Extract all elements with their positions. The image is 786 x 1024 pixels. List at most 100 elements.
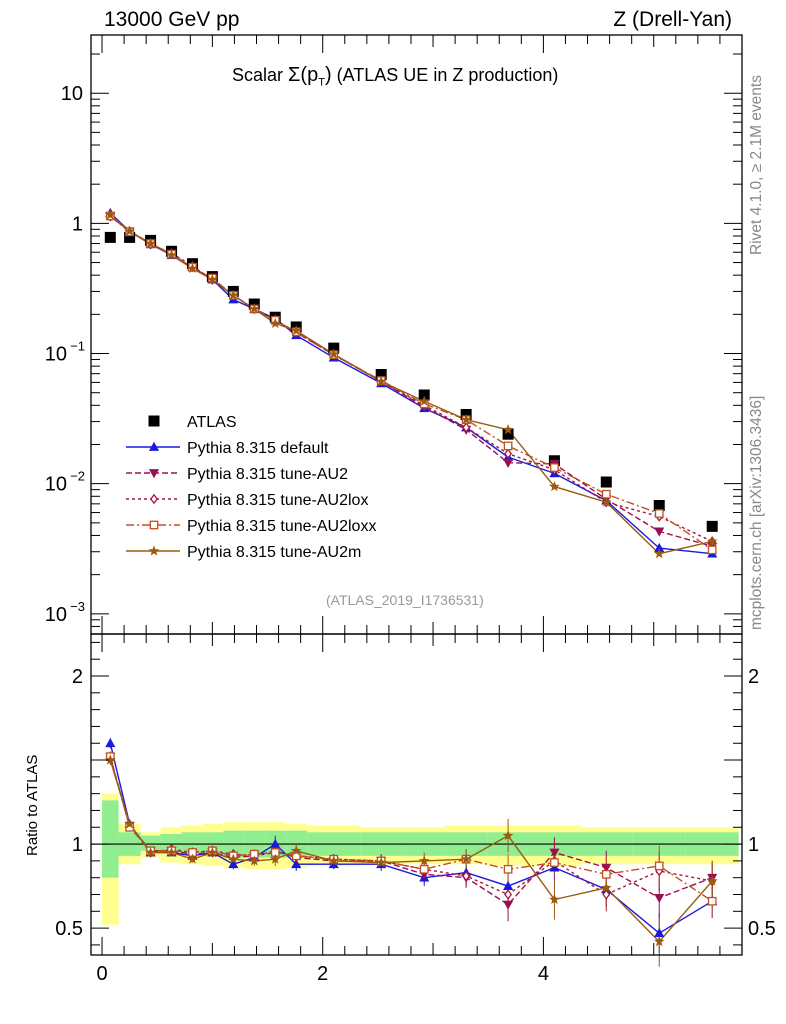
main-data-point xyxy=(269,317,281,329)
ratio-y-tick-label-right: 2 xyxy=(748,666,759,688)
rivet-version-label: Rivet 4.1.0, ≥ 2.1M events xyxy=(748,75,765,255)
main-data-point xyxy=(104,231,116,243)
main-data-point xyxy=(503,458,514,468)
legend-entry-label: ATLAS xyxy=(187,414,237,431)
title-suffix: (ATLAS UE in Z production) xyxy=(336,65,559,85)
main-data-point xyxy=(328,348,340,359)
ratio-data-point xyxy=(166,846,177,858)
title-close: ) xyxy=(324,64,332,86)
legend-entry-label: Pythia 8.315 tune-AU2lox xyxy=(187,492,368,509)
ratio-data-point xyxy=(600,882,612,893)
main-data-point xyxy=(124,225,135,236)
main-data-point xyxy=(600,476,612,488)
ratio-data-point xyxy=(104,754,116,765)
main-data-point xyxy=(549,480,560,492)
ratio-data-point xyxy=(269,853,281,864)
main-data-point xyxy=(187,262,198,274)
main-y-tick-label-exponent: −3 xyxy=(70,599,85,614)
ratio-data-point xyxy=(462,870,471,882)
ratio-data-point xyxy=(227,853,239,864)
ratio-data-point xyxy=(124,818,135,829)
main-data-point xyxy=(653,499,665,511)
main-data-point xyxy=(207,274,218,285)
legend-entry-label: Pythia 8.315 tune-AU2m xyxy=(187,544,361,561)
title-sigma: Σ(p xyxy=(288,64,319,86)
main-data-point xyxy=(653,548,665,559)
main-data-point xyxy=(706,520,718,532)
main-y-tick-label-exponent: −2 xyxy=(70,469,85,484)
analysis-reference: (ATLAS_2019_I1736531) xyxy=(326,592,484,608)
plot-frames xyxy=(90,34,743,956)
ratio-y-axis-label: Ratio to ATLAS xyxy=(24,754,41,856)
main-data-point xyxy=(290,324,302,336)
legend-marker xyxy=(148,469,160,479)
ratio-data-point xyxy=(550,858,559,867)
ratio-data-point xyxy=(207,846,218,858)
ratio-data-point xyxy=(105,738,116,748)
main-y-tick-label: 1 xyxy=(72,213,83,235)
ratio-data-point xyxy=(291,859,302,869)
ratio-data-point xyxy=(503,864,513,874)
main-data-point xyxy=(550,463,559,472)
ratio-data-point xyxy=(328,855,340,866)
main-data-point xyxy=(166,249,177,260)
ratio-data-point xyxy=(654,861,664,871)
ratio-y-tick-label-right: 0.5 xyxy=(748,918,776,940)
main-data-point xyxy=(706,535,718,546)
ratio-data-point xyxy=(419,864,429,874)
ratio-data-point xyxy=(290,845,302,856)
main-data-point xyxy=(227,289,239,300)
ratio-panel-frame xyxy=(90,633,743,956)
legend-marker xyxy=(150,493,158,505)
title-subscript: T xyxy=(318,76,325,89)
main-data-point xyxy=(145,237,156,249)
ratio-data-point xyxy=(549,862,560,872)
ratio-data-point xyxy=(460,853,472,864)
mcplots-source-label: mcplots.cern.ch [arXiv:1306.3436] xyxy=(748,395,765,630)
ratio-data-point xyxy=(602,889,611,900)
main-data-point xyxy=(654,509,664,518)
main-y-tick-label: 10 xyxy=(45,604,67,626)
legend: ATLAS Pythia 8.315 default Pythia 8.315 tu… xyxy=(126,414,376,561)
ratio-data-point xyxy=(601,863,612,873)
main-y-tick-label: 10 xyxy=(61,83,83,105)
main-data-point xyxy=(504,448,513,459)
legend-entry-label: Pythia 8.315 tune-AU2loxx xyxy=(187,518,376,535)
header-left-label: 13000 GeV pp xyxy=(104,8,240,31)
main-data-point xyxy=(104,209,116,220)
legend-marker xyxy=(148,441,160,451)
ratio-series-markers xyxy=(104,738,718,947)
ratio-data-point xyxy=(549,893,560,905)
ratio-data-point xyxy=(653,936,665,947)
ratio-band-green xyxy=(102,800,119,878)
x-tick-label: 0 xyxy=(96,963,107,985)
ratio-data-point xyxy=(504,889,513,900)
ratio-y-tick-label: 0.5 xyxy=(55,918,83,940)
ratio-y-tick-label: 2 xyxy=(72,666,83,688)
x-tick-label: 2 xyxy=(317,963,328,985)
ratio-band-green xyxy=(181,832,203,855)
legend-marker xyxy=(148,545,160,556)
main-data-point xyxy=(502,424,514,435)
ratio-data-point xyxy=(502,830,514,841)
ratio-data-point xyxy=(503,900,514,910)
main-data-point xyxy=(600,496,612,507)
main-y-tick-label: 10 xyxy=(45,344,67,366)
main-y-tick-label: 10 xyxy=(45,474,67,496)
ratio-data-point xyxy=(706,875,718,886)
main-series-markers xyxy=(104,207,718,559)
ratio-y-tick-label-right: 1 xyxy=(748,834,759,856)
ratio-y-tick-label: 1 xyxy=(72,834,83,856)
main-data-point xyxy=(654,527,665,537)
header-right-label: Z (Drell-Yan) xyxy=(613,8,732,31)
main-data-point xyxy=(707,545,717,555)
legend-entry-label: Pythia 8.315 default xyxy=(187,440,329,457)
ratio-data-point xyxy=(418,855,430,866)
ratio-data-point xyxy=(601,869,611,879)
ratio-data-point xyxy=(228,859,239,869)
x-tick-label: 4 xyxy=(538,963,549,985)
ratio-data-point xyxy=(187,853,198,864)
main-data-point xyxy=(503,441,513,451)
